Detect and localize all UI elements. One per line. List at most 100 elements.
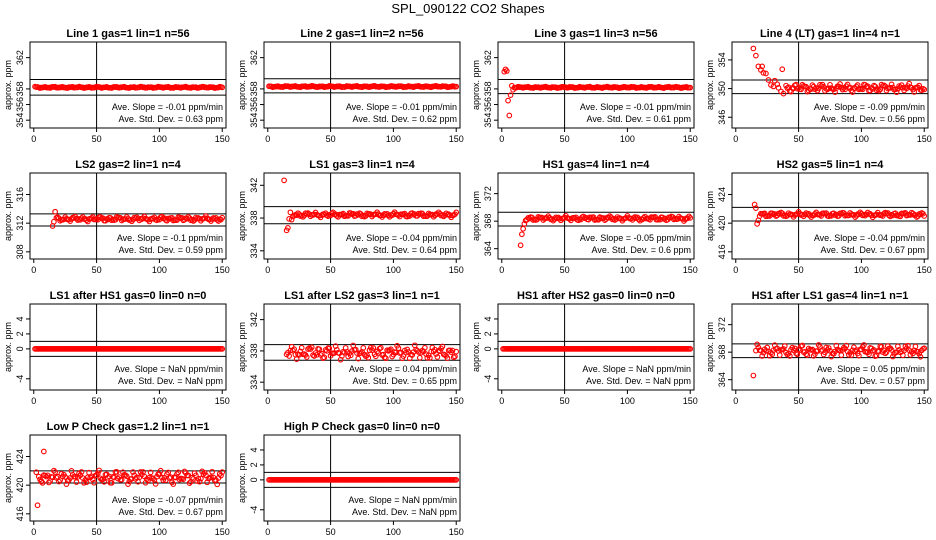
data-point	[755, 217, 762, 224]
data-point	[520, 225, 526, 232]
data-point	[377, 344, 384, 351]
plot-frame	[731, 172, 929, 260]
y-tick-label: 362	[15, 50, 25, 65]
data-point	[873, 87, 880, 94]
x-tick-label: 150	[215, 527, 230, 537]
data-point	[814, 348, 821, 354]
panel-ls1-gas-3-lin-1-n-4: LS1 gas=3 lin=1 n=4 0 50 100 150 334 338 342app…	[237, 159, 464, 275]
std-dev-annotation: Ave. Std. Dev. = 0.6 ppm	[592, 245, 691, 255]
panel-ls2-gas-2-lin-1-n-4: LS2 gas=2 lin=1 n=4 0 50 100 150 308 312 316app…	[3, 159, 230, 275]
y-axis-label: approx. ppm	[471, 322, 481, 372]
data-point	[876, 87, 882, 94]
data-point	[39, 480, 46, 486]
slope-annotation: Ave. Slope = NaN ppm/min	[114, 364, 223, 374]
y-tick-label: -4	[15, 375, 25, 383]
data-point	[912, 343, 919, 350]
y-tick-label: 364	[483, 241, 493, 256]
data-point	[921, 213, 928, 219]
panel-title: High P Check gas=0 lin=0 n=0	[284, 421, 440, 433]
data-point	[856, 352, 862, 359]
y-axis-label: approx. ppm	[705, 60, 715, 110]
x-tick-label: 100	[152, 265, 167, 275]
data-point	[195, 475, 202, 482]
slope-annotation: Ave. Slope = -0.07 ppm/min	[112, 495, 223, 505]
data-point	[887, 213, 894, 220]
data-point	[147, 469, 154, 476]
panel-title: LS1 after LS2 gas=3 lin=1 n=1	[284, 290, 440, 302]
std-dev-annotation: Ave. Std. Dev. = 0.62 ppm	[353, 114, 457, 124]
x-tick-label: 0	[499, 396, 504, 406]
data-point	[170, 481, 177, 487]
data-point	[780, 346, 787, 352]
panel-title: Line 1 gas=1 lin=1 n=56	[66, 28, 189, 40]
panel-low-p-check-gas-1-2-lin-1-n-1: Low P Check gas=1.2 lin=1 n=1 0 50 100 150 41…	[3, 421, 230, 537]
y-tick-label: 354	[717, 52, 727, 67]
y-tick-label: 350	[717, 81, 727, 96]
y-tick-label: 372	[717, 317, 727, 332]
x-tick-label: 150	[917, 265, 932, 275]
data-point	[198, 475, 204, 482]
data-point	[101, 479, 107, 485]
data-point	[519, 231, 525, 238]
data-point	[575, 217, 582, 224]
data-point	[876, 348, 882, 355]
data-point	[196, 478, 203, 485]
data-point	[769, 210, 776, 217]
y-tick-label: 420	[717, 216, 727, 231]
y-tick-label: 4	[483, 316, 493, 321]
panel-high-p-check-gas-0-lin-0-n-0: High P Check gas=0 lin=0 n=0 0 50 100 150 -4 0…	[237, 421, 464, 537]
data-point	[507, 92, 514, 99]
data-point	[370, 345, 377, 351]
y-tick-label: 2	[15, 331, 25, 336]
y-axis-label: approx. ppm	[471, 60, 481, 110]
y-axis-label: approx. ppm	[3, 191, 13, 241]
data-point	[281, 177, 287, 184]
data-point	[838, 352, 845, 358]
data-point	[687, 346, 694, 352]
data-point	[106, 473, 113, 480]
data-point	[395, 345, 402, 351]
x-tick-label: 150	[683, 134, 698, 144]
data-point	[219, 346, 226, 352]
plot-frame	[731, 41, 929, 129]
data-point	[332, 343, 339, 350]
slope-annotation: Ave. Slope = -0.04 ppm/min	[814, 233, 925, 243]
data-point	[286, 216, 292, 222]
x-tick-label: 50	[794, 396, 804, 406]
data-point	[894, 343, 901, 350]
data-point	[380, 351, 387, 358]
slope-annotation: Ave. Slope = 0.05 ppm/min	[817, 364, 925, 374]
std-dev-annotation: Ave. Std. Dev. = 0.61 ppm	[587, 114, 691, 124]
data-point	[793, 350, 799, 357]
data-point	[765, 77, 772, 83]
y-axis-label: approx. ppm	[237, 191, 247, 241]
y-axis-label: approx. ppm	[705, 322, 715, 372]
data-point	[81, 479, 87, 486]
data-point	[786, 353, 793, 359]
data-point	[453, 477, 460, 483]
data-point	[892, 86, 899, 93]
panel-title: HS1 after LS1 gas=4 lin=1 n=1	[752, 290, 909, 302]
y-tick-label: -4	[483, 375, 493, 383]
data-point	[355, 355, 362, 362]
data-point	[78, 469, 85, 475]
y-tick-label: 354	[15, 113, 25, 128]
data-point	[687, 215, 694, 221]
x-tick-label: 150	[215, 134, 230, 144]
x-tick-label: 50	[92, 265, 102, 275]
slope-annotation: Ave. Slope = -0.04 ppm/min	[346, 233, 457, 243]
data-point	[96, 467, 102, 474]
data-point	[108, 479, 115, 486]
data-point	[439, 343, 446, 350]
panel-title: Line 4 (LT) gas=1 lin=4 n=1	[760, 28, 900, 40]
plot-frame	[497, 303, 695, 391]
y-tick-label: -4	[249, 506, 259, 514]
panel-title: LS1 gas=3 lin=1 n=4	[309, 159, 415, 171]
data-point	[40, 448, 47, 455]
data-point	[388, 346, 394, 353]
panel-title: HS1 gas=4 lin=1 n=4	[543, 159, 651, 171]
data-point	[503, 68, 510, 74]
data-point	[893, 89, 900, 96]
x-tick-label: 0	[31, 134, 36, 144]
plot-frame	[29, 434, 227, 522]
